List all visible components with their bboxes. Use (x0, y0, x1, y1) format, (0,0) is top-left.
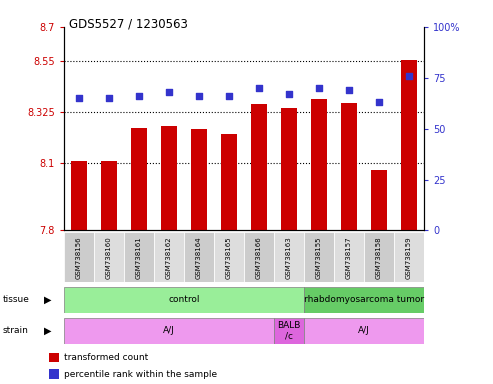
Text: GSM738165: GSM738165 (226, 236, 232, 279)
Bar (304, 287, 424, 313)
Bar (401, 60, 417, 230)
Text: GSM738155: GSM738155 (316, 236, 322, 279)
Bar (251, 104, 267, 230)
Point (135, 93, 143, 99)
Bar (49, 353, 59, 362)
Point (195, 93, 203, 99)
Point (255, 85, 263, 91)
Point (165, 89, 173, 95)
Bar (371, 170, 387, 230)
Text: BALB
/c: BALB /c (278, 321, 301, 340)
Bar (341, 103, 357, 230)
Text: control: control (168, 295, 200, 305)
Bar (311, 99, 327, 230)
Bar (191, 129, 207, 230)
Text: transformed count: transformed count (65, 353, 149, 362)
Text: strain: strain (2, 326, 28, 335)
Text: GSM738164: GSM738164 (196, 236, 202, 279)
Point (375, 99, 383, 105)
Bar (161, 126, 177, 230)
Point (285, 91, 293, 97)
Text: GSM738160: GSM738160 (106, 236, 112, 279)
Bar (154, 232, 184, 282)
Bar (184, 232, 214, 282)
Bar (304, 232, 334, 282)
Text: ▶: ▶ (44, 326, 52, 336)
Point (405, 73, 413, 79)
Point (315, 85, 323, 91)
Text: GSM738161: GSM738161 (136, 236, 142, 279)
Bar (101, 161, 117, 230)
Text: GDS5527 / 1230563: GDS5527 / 1230563 (69, 17, 188, 30)
Bar (274, 232, 304, 282)
Text: A/J: A/J (163, 326, 175, 335)
Point (105, 95, 113, 101)
Text: GSM738166: GSM738166 (256, 236, 262, 279)
Bar (214, 232, 244, 282)
Text: GSM738163: GSM738163 (286, 236, 292, 279)
Text: A/J: A/J (358, 326, 370, 335)
Bar (304, 318, 424, 344)
Text: GSM738162: GSM738162 (166, 236, 172, 279)
Text: rhabdomyosarcoma tumor: rhabdomyosarcoma tumor (304, 295, 424, 305)
Bar (131, 128, 147, 230)
Bar (394, 232, 424, 282)
Text: GSM738157: GSM738157 (346, 236, 352, 279)
Text: ▶: ▶ (44, 295, 52, 305)
Bar (221, 134, 237, 230)
Bar (64, 232, 94, 282)
Bar (334, 232, 364, 282)
Bar (364, 232, 394, 282)
Text: GSM738159: GSM738159 (406, 236, 412, 279)
Bar (94, 232, 124, 282)
Text: GSM738156: GSM738156 (76, 236, 82, 279)
Bar (281, 108, 297, 230)
Text: GSM738158: GSM738158 (376, 236, 382, 279)
Text: percentile rank within the sample: percentile rank within the sample (65, 369, 217, 379)
Text: tissue: tissue (2, 295, 30, 305)
Point (75, 95, 83, 101)
Bar (71, 161, 87, 230)
Bar (244, 232, 274, 282)
Point (225, 93, 233, 99)
Bar (64, 318, 274, 344)
Bar (124, 232, 154, 282)
Bar (274, 318, 304, 344)
Bar (64, 287, 304, 313)
Point (345, 87, 353, 93)
Bar (49, 369, 59, 379)
